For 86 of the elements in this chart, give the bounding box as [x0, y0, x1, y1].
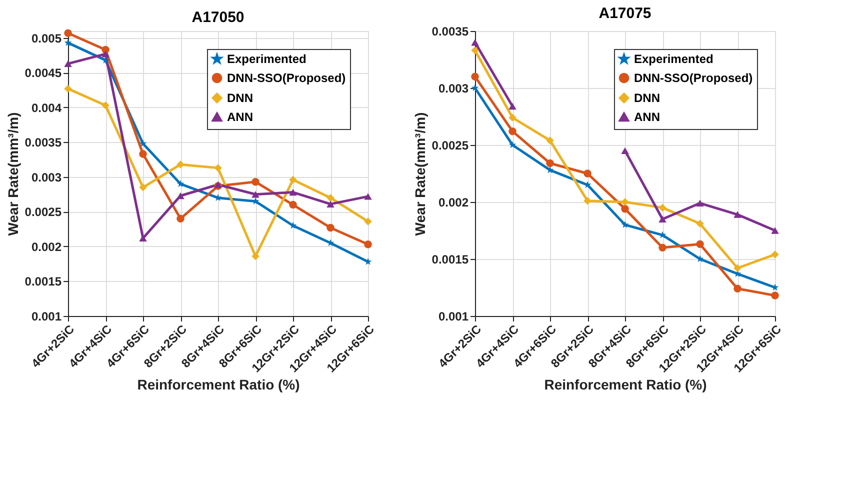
x-axis-title: Reinforcement Ratio (%): [137, 376, 300, 392]
legend-label: ANN: [227, 110, 253, 124]
point: [326, 194, 334, 202]
point: [364, 218, 372, 226]
legend-label: DNN-SSO(Proposed): [634, 71, 753, 85]
point: [508, 127, 516, 136]
y-tick-label: 0.0045: [24, 66, 62, 80]
legend-label: Experimented: [634, 52, 714, 66]
point: [508, 114, 516, 122]
point: [771, 227, 779, 234]
point: [214, 164, 222, 172]
y-tick-label: 0.003: [438, 82, 469, 96]
point: [546, 136, 554, 144]
y-tick-label: 0.0015: [432, 252, 469, 266]
point: [102, 102, 110, 110]
point: [621, 204, 629, 213]
point: [696, 220, 704, 228]
point: [64, 29, 72, 37]
y-tick-label: 0.003: [31, 170, 62, 184]
point: [289, 200, 297, 209]
point: [252, 191, 260, 198]
chart-title: A17075: [598, 5, 652, 22]
point: [252, 252, 260, 260]
point: [289, 222, 297, 229]
point: [658, 216, 666, 222]
y-tick-label: 0.0035: [24, 136, 62, 150]
point: [771, 292, 779, 300]
y-tick-label: 0.0015: [24, 274, 62, 289]
y-tick-label: 0.001: [31, 310, 62, 324]
point: [546, 166, 554, 174]
point: [734, 264, 742, 272]
point: [584, 170, 592, 178]
point: [176, 180, 184, 188]
y-tick-label: 0.001: [438, 310, 469, 324]
point: [658, 244, 666, 252]
point: [658, 204, 666, 212]
point: [621, 198, 629, 206]
point: [176, 160, 184, 168]
point: [696, 200, 704, 206]
point: [102, 50, 110, 58]
y-axis-title: Wear Rate(mm³/m): [412, 112, 428, 236]
legend-label: DNN-SSO(Proposed): [227, 71, 346, 85]
y-tick-label: 0.0035: [432, 24, 469, 38]
point: [176, 192, 184, 200]
y-tick-label: 0.002: [438, 196, 469, 210]
point: [696, 240, 704, 248]
point: [364, 240, 372, 248]
point: [139, 150, 147, 158]
point: [471, 72, 479, 80]
chart-title: A17050: [192, 9, 244, 26]
point: [734, 211, 742, 218]
point: [252, 178, 260, 186]
point: [139, 184, 147, 192]
point: [471, 46, 479, 54]
point: [139, 140, 147, 147]
point: [289, 188, 297, 196]
point: [621, 147, 629, 154]
point: [584, 196, 592, 205]
point: [176, 214, 184, 223]
point: [64, 38, 72, 46]
point: [771, 250, 779, 258]
point: [326, 200, 334, 208]
y-tick-label: 0.0025: [24, 205, 62, 220]
point: [508, 141, 516, 148]
point: [546, 159, 554, 168]
y-axis-title: Wear Rate(mm³/m): [4, 112, 21, 236]
point: [621, 220, 629, 228]
point: [64, 60, 72, 68]
point: [734, 284, 742, 293]
legend-label: ANN: [634, 110, 660, 124]
point: [326, 224, 334, 232]
point: [471, 84, 479, 92]
point: [471, 39, 479, 46]
y-tick-label: 0.005: [31, 31, 62, 46]
point: [289, 176, 297, 184]
point: [696, 255, 704, 262]
y-tick-label: 0.002: [31, 240, 62, 254]
legend-label: DNN: [634, 91, 660, 105]
point: [364, 193, 372, 200]
y-tick-label: 0.004: [31, 100, 62, 115]
x-axis-title: Reinforcement Ratio (%): [544, 376, 707, 392]
point: [508, 102, 516, 110]
legend-label: Experimented: [227, 52, 306, 66]
legend-label: DNN: [227, 91, 253, 105]
y-tick-label: 0.0025: [432, 138, 469, 152]
point: [64, 84, 72, 93]
